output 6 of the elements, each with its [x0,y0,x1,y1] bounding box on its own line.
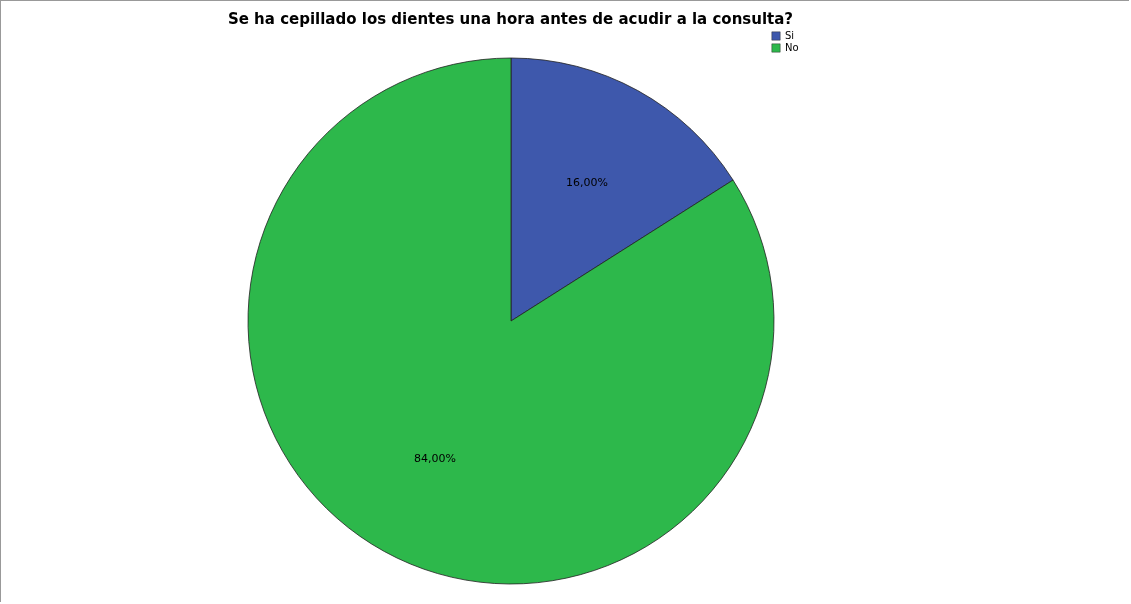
legend-label: No [785,42,799,53]
pie-slice [247,57,775,585]
chart-title: Se ha cepillado los dientes una hora antes de acudir a la consulta? [227,10,794,28]
legend-label: Si [785,30,795,41]
data-label: 16,00% [566,175,608,189]
data-label: 84,00% [414,452,456,466]
